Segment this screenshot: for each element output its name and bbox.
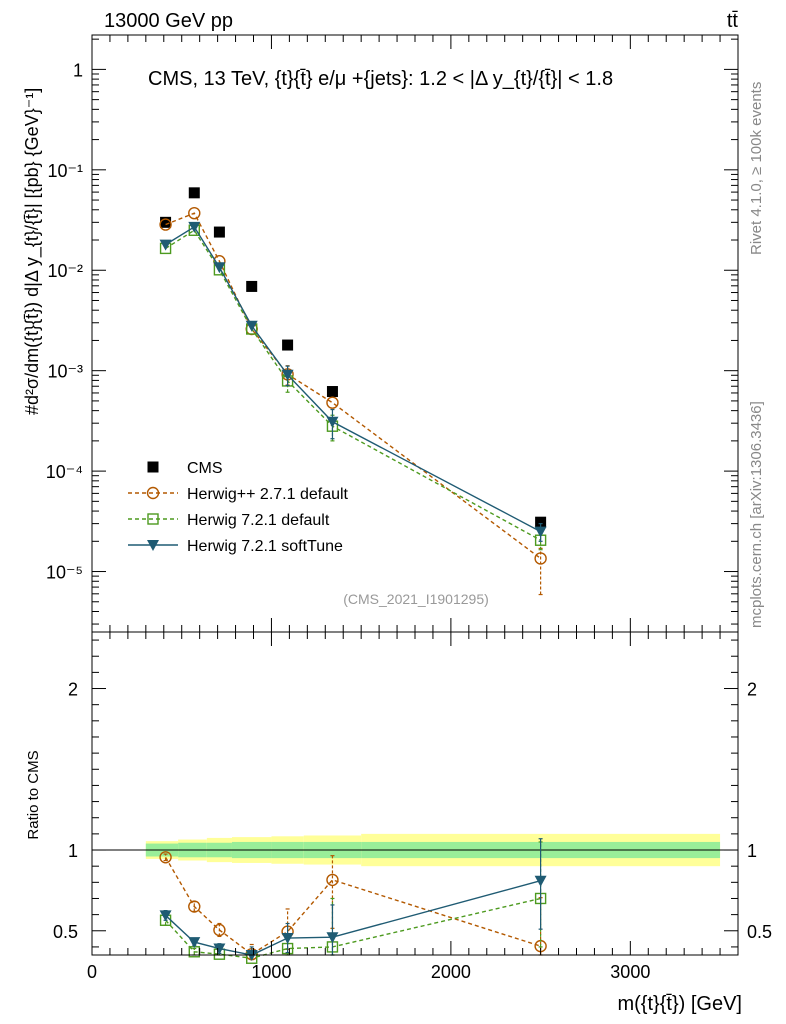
- data-point-3: [534, 526, 547, 538]
- data-point-3: [159, 239, 172, 251]
- ratio-ylabel: Ratio to CMS: [25, 750, 42, 839]
- x-axis-label: m({t}{t̄}) [GeV]: [617, 993, 742, 1015]
- legend: CMS Herwig++ 2.7.1 default Herwig 7.2.1 de…: [128, 460, 349, 555]
- data-point-2: [188, 937, 201, 949]
- main-marks: [159, 187, 547, 596]
- ratio-y-tick-label-right: 2: [747, 680, 757, 700]
- y-tick-label: 10⁻⁴: [46, 462, 83, 482]
- data-point-0: [326, 386, 338, 398]
- energy-label: 13000 GeV pp: [104, 10, 233, 32]
- rivet-label: Rivet 4.1.0, ≥ 100k events: [748, 82, 765, 255]
- data-point-3: [326, 416, 339, 428]
- ratio-y-tick-label: 1: [68, 841, 78, 861]
- y-tick-label: 10⁻⁵: [46, 563, 83, 583]
- legend-marker: [147, 540, 159, 551]
- x-tick-label: 2000: [431, 962, 471, 982]
- ratio-y-ticks: 0.5 0.5 1 1 2 2: [53, 639, 772, 948]
- ratio-y-tick-label-right: 0.5: [747, 922, 772, 942]
- x-tick-label: 3000: [610, 962, 650, 982]
- data-point-1: [159, 218, 172, 231]
- data-point-3: [213, 262, 226, 274]
- ratio-panel: 0.5 0.5 1 1 2 2 0 1000 2000 3000 Ratio to CMS m(…: [25, 35, 772, 1015]
- analysis-tag: (CMS_2021_I1901295): [343, 591, 489, 607]
- legend-marker: [146, 486, 160, 500]
- y-tick-label: 10⁻³: [47, 362, 83, 382]
- data-point-3: [188, 221, 201, 233]
- legend-marker: [147, 513, 159, 525]
- data-point-0: [188, 187, 200, 199]
- data-point-3: [281, 369, 294, 381]
- legend-label: Herwig++ 2.7.1 default: [187, 486, 349, 503]
- legend-marker: [147, 461, 159, 473]
- main-ylabel: #d²σ/dm({t}{t̄}) d|Δ y_{t}/{t̄}| [{pb} {…: [22, 88, 43, 415]
- x-tick-label: 1000: [251, 962, 291, 982]
- data-point-2: [213, 943, 226, 955]
- x-tick-label: 0: [87, 962, 97, 982]
- series-line-0: [164, 856, 541, 956]
- y-tick-label: 1: [73, 60, 83, 80]
- y-tick-label: 10⁻²: [47, 261, 83, 281]
- ratio-y-tick-label: 2: [68, 680, 78, 700]
- data-point-0: [282, 339, 294, 351]
- data-point-0: [213, 226, 225, 238]
- process-label: tt̄: [727, 10, 739, 32]
- ratio-marks: [159, 838, 547, 964]
- ratio-y-tick-label-right: 1: [747, 841, 757, 861]
- data-point-2: [326, 932, 339, 944]
- main-panel: 10⁻⁵ 10⁻⁴ 10⁻³ 10⁻² 10⁻¹ 1 CMS, 13 TeV, {t}{t…: [22, 34, 739, 633]
- data-point-1: [534, 552, 547, 565]
- ratio-y-tick-label: 0.5: [53, 922, 78, 942]
- data-point-1: [326, 396, 339, 409]
- legend-label: CMS: [187, 460, 223, 477]
- x-ticks: 0 1000 2000 3000: [87, 35, 721, 982]
- data-point-2: [281, 933, 294, 945]
- data-point-2: [534, 875, 547, 887]
- series-line-1: [165, 212, 542, 560]
- data-point-0: [159, 851, 172, 864]
- legend-label: Herwig 7.2.1 softTune: [187, 538, 343, 555]
- mcplots-label: mcplots.cern.ch [arXiv:1306.3436]: [748, 401, 765, 628]
- data-point-0: [326, 873, 339, 887]
- legend-label: Herwig 7.2.1 default: [187, 512, 330, 529]
- data-point-3: [245, 320, 258, 332]
- data-point-1: [188, 206, 201, 220]
- data-point-2: [159, 910, 172, 922]
- data-point-0: [535, 516, 547, 528]
- y-tick-label: 10⁻¹: [47, 161, 83, 181]
- main-y-ticks: 10⁻⁵ 10⁻⁴ 10⁻³ 10⁻² 10⁻¹ 1: [46, 38, 738, 625]
- data-point-0: [188, 900, 201, 913]
- data-point-0: [213, 923, 226, 937]
- main-title: CMS, 13 TeV, {t}{t̄} e/μ +{jets}: 1.2 < …: [148, 68, 613, 90]
- data-point-0: [160, 216, 172, 228]
- data-point-0: [246, 280, 258, 292]
